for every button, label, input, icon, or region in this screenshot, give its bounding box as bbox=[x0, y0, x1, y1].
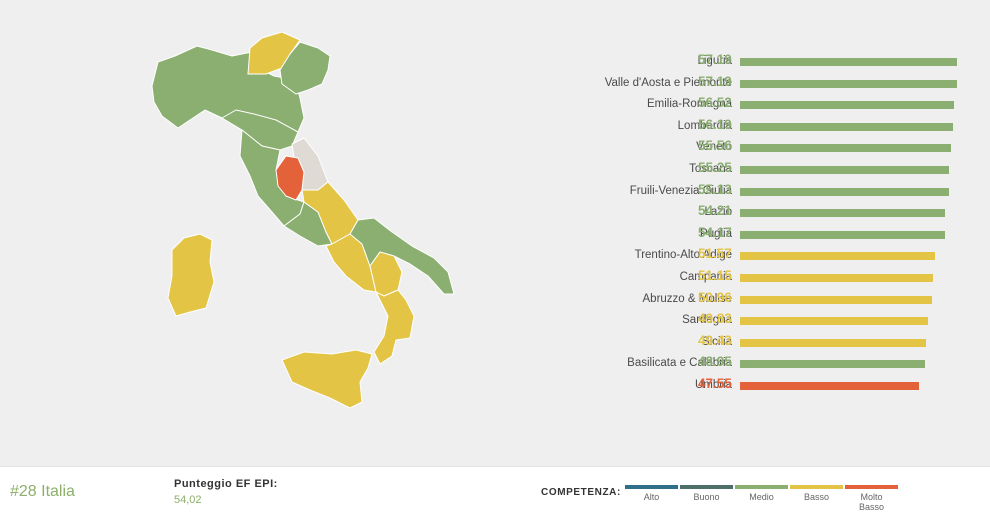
legend-label: Basso bbox=[803, 492, 829, 502]
bar-row: Emilia-Romagna 56.52 bbox=[540, 95, 980, 115]
legend-label: Alto bbox=[643, 492, 660, 502]
bar-row: Fruili-Venezia Giulia 55.13 bbox=[540, 182, 980, 202]
bar[interactable] bbox=[740, 360, 925, 369]
bar-value-label: 54.21 bbox=[698, 203, 732, 219]
legend-item-alto: Alto bbox=[625, 485, 678, 502]
map-region-trentino-alto-adige[interactable] bbox=[247, 31, 301, 75]
bar-value-label: 49.43 bbox=[698, 332, 732, 348]
italy-map bbox=[151, 31, 455, 409]
bar-category-label: Liguria bbox=[697, 55, 732, 67]
bar-value-label: 55.13 bbox=[698, 181, 732, 197]
bar-row: Lazio 54.21 bbox=[540, 203, 980, 223]
bar-category-label: Trentino-Alto Adige bbox=[634, 249, 732, 262]
footer-bar: #28 Italia Punteggio EF EPI: 54,02 COMPE… bbox=[0, 466, 990, 515]
legend-swatch bbox=[625, 485, 678, 489]
bar-row: Liguria 57.19 bbox=[540, 52, 980, 72]
bar-category-label: Veneto bbox=[696, 141, 732, 154]
score-label: Punteggio EF EPI: bbox=[174, 478, 278, 490]
bar-category-label: Basilicata e Calabria bbox=[627, 357, 732, 370]
bar-category-label: Lazio bbox=[704, 206, 733, 219]
bar-value-label: 57.19 bbox=[698, 52, 732, 67]
map-region-sicilia[interactable] bbox=[281, 349, 373, 409]
bar-row: Veneto 55.56 bbox=[540, 138, 980, 158]
bar-category-label: Campania bbox=[679, 271, 732, 283]
legend-swatch bbox=[845, 485, 898, 489]
bar-value-label: 50.96 bbox=[698, 289, 732, 305]
bar-category-label: Umbria bbox=[694, 379, 732, 391]
bar-value-label: 55.56 bbox=[698, 138, 732, 154]
map-region-friuli-veneto[interactable] bbox=[279, 41, 331, 95]
bar-value-label: 57.19 bbox=[698, 73, 732, 89]
bar-value-label: 51.15 bbox=[698, 268, 732, 283]
bar[interactable] bbox=[740, 338, 927, 347]
legend-item-molto-basso: Molto Basso bbox=[845, 485, 898, 512]
map-region-corsica bbox=[206, 178, 224, 218]
bar[interactable] bbox=[740, 101, 955, 110]
bar-row: Abruzzo & Molise 50.96 bbox=[540, 290, 980, 310]
bar[interactable] bbox=[740, 144, 951, 153]
bar-row: Sicilia 49.43 bbox=[540, 333, 980, 353]
bar-value-label: 56.52 bbox=[698, 95, 732, 111]
bar-row: Sardegna 49.83 bbox=[540, 311, 980, 331]
bar[interactable] bbox=[740, 166, 950, 174]
bar-row: Puglia 54.17 bbox=[540, 225, 980, 245]
legend-label: Molto Basso bbox=[858, 492, 884, 512]
bar-row: Toscana 55.25 bbox=[540, 160, 980, 180]
bar[interactable] bbox=[740, 274, 934, 282]
bar-category-label: Puglia bbox=[700, 227, 732, 240]
bar-category-label: Toscana bbox=[689, 163, 732, 175]
bar-category-label: Sicilia bbox=[701, 335, 732, 348]
legend-item-buono: Buono bbox=[680, 485, 733, 502]
bar[interactable] bbox=[740, 209, 946, 218]
bar[interactable] bbox=[740, 58, 957, 66]
bar-value-label: 55.25 bbox=[698, 160, 732, 175]
legend-label: Medio bbox=[749, 492, 774, 502]
bar[interactable] bbox=[740, 79, 957, 88]
bar-row: Umbria 47.55 bbox=[540, 376, 980, 396]
bar-value-label: 54.17 bbox=[698, 224, 732, 240]
legend-item-basso: Basso bbox=[790, 485, 843, 502]
bar[interactable] bbox=[740, 317, 928, 326]
bar[interactable] bbox=[740, 382, 919, 390]
bar-category-label: Abruzzo & Molise bbox=[642, 292, 732, 305]
bar-value-label: 49.83 bbox=[698, 311, 732, 327]
bar-category-label: Lombardia bbox=[677, 119, 732, 132]
bar[interactable] bbox=[740, 295, 933, 304]
country-rank: #28 Italia bbox=[10, 483, 75, 500]
legend-swatch bbox=[735, 485, 788, 489]
bar-value-label: 56.19 bbox=[698, 116, 732, 132]
score-value: 54,02 bbox=[174, 494, 202, 506]
competence-label: COMPETENZA: bbox=[541, 487, 621, 498]
bar[interactable] bbox=[740, 230, 946, 239]
bar-category-label: Sardegna bbox=[682, 314, 732, 327]
bar[interactable] bbox=[740, 252, 935, 261]
bar-row: Lombardia 56.19 bbox=[540, 117, 980, 137]
bar-row: Campania 51.15 bbox=[540, 268, 980, 288]
map-region-puglia[interactable] bbox=[349, 217, 455, 295]
map-region-calabria[interactable] bbox=[373, 289, 415, 365]
bar-value-label: 51.57 bbox=[698, 246, 732, 262]
legend-label: Buono bbox=[693, 492, 720, 502]
map-region-sardegna[interactable] bbox=[167, 233, 215, 317]
bar[interactable] bbox=[740, 187, 949, 196]
bar-value-label: 47.55 bbox=[698, 376, 732, 391]
bar-category-label: Valle d'Aosta e Piemonte bbox=[604, 76, 732, 89]
legend-swatch bbox=[790, 485, 843, 489]
legend-item-medio: Medio bbox=[735, 485, 788, 502]
bar-row: Trentino-Alto Adige 51.57 bbox=[540, 246, 980, 266]
legend-swatch bbox=[680, 485, 733, 489]
bar-category-label: Emilia-Romagna bbox=[646, 98, 732, 111]
bar-row: Basilicata e Calabria 48.95 bbox=[540, 354, 980, 374]
bar-value-label: 48.95 bbox=[698, 354, 732, 370]
bar-category-label: Fruili-Venezia Giulia bbox=[629, 184, 732, 197]
bar[interactable] bbox=[740, 122, 954, 131]
bar-row: Valle d'Aosta e Piemonte 57.19 bbox=[540, 74, 980, 94]
